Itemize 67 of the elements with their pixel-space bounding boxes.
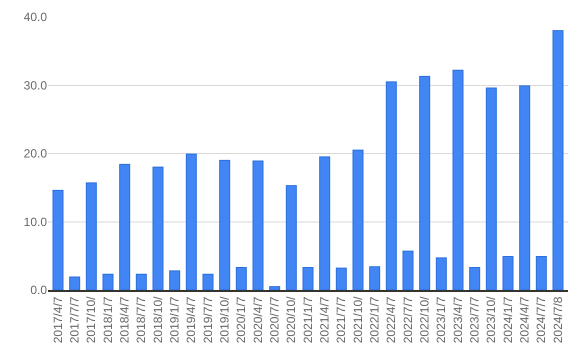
x-tick-label: 2024/1/7	[500, 296, 515, 344]
bar	[369, 266, 380, 290]
x-tick-label: 2022/7/7	[400, 296, 415, 344]
x-tick-label: 2018/7/7	[134, 296, 148, 344]
bar	[486, 87, 497, 290]
x-tick-label: 2021/10/	[350, 296, 365, 344]
x-tick-label: 2017/7/7	[68, 296, 82, 344]
bar	[469, 266, 480, 290]
y-tick-label: 20.0	[24, 146, 48, 161]
x-tick-label: 2023/7/7	[468, 296, 482, 344]
x-tick-label: 2022/1/7	[368, 296, 382, 344]
x-tick-label: 2021/7/7	[334, 296, 348, 344]
y-tick-label: 40.0	[24, 10, 48, 24]
y-tick-label: 30.0	[24, 78, 48, 92]
x-tick-label: 2020/1/7	[234, 296, 248, 344]
x-tick-label: 2019/4/7	[184, 296, 198, 344]
bar	[236, 266, 247, 290]
bar	[536, 256, 547, 290]
x-tick-label: 2020/7/7	[268, 296, 282, 344]
x-tick-label: 2021/4/7	[318, 296, 332, 344]
x-tick-label: 2020/10/	[284, 296, 298, 344]
x-tick-label: 2022/4/7	[384, 296, 398, 344]
bar	[169, 270, 180, 290]
x-tick-label: 2018/1/7	[100, 296, 115, 344]
bar	[202, 274, 214, 290]
x-tick-label: 2021/1/7	[300, 296, 315, 344]
x-tick-label: 2019/1/7	[168, 296, 182, 344]
bar	[152, 166, 164, 290]
bar	[452, 70, 464, 290]
bar	[119, 164, 130, 290]
bar	[436, 257, 447, 290]
y-tick-label: 0.0	[30, 283, 48, 298]
bar	[86, 182, 97, 290]
bar	[252, 160, 264, 290]
bar	[186, 154, 197, 290]
x-tick-label: 2023/10/	[484, 296, 498, 344]
bar	[386, 81, 397, 290]
bar	[136, 274, 147, 290]
y-tick-label: 10.0	[24, 214, 48, 229]
x-tick-label: 2023/1/7	[434, 296, 448, 344]
x-tick-label: 2017/10/	[84, 296, 98, 344]
x-tick-label: 2024/7/8	[550, 296, 565, 344]
bar	[419, 76, 430, 290]
x-tick-label: 2018/4/7	[118, 296, 132, 344]
x-tick-label: 2024/4/7	[518, 296, 532, 344]
x-tick-label: 2024/7/7	[534, 296, 548, 344]
bar	[352, 150, 364, 290]
bar	[552, 30, 564, 290]
bar	[69, 276, 80, 290]
bar	[219, 160, 230, 290]
x-tick-label: 2023/4/7	[450, 296, 465, 344]
x-tick-label: 2019/7/7	[200, 296, 215, 344]
bar	[269, 286, 280, 290]
bar	[519, 85, 530, 290]
bar	[302, 266, 314, 290]
bar	[286, 185, 297, 290]
x-tick-label: 2022/10/	[418, 296, 432, 344]
x-tick-label: 2017/4/7	[50, 296, 65, 344]
x-tick-label: 2020/4/7	[250, 296, 265, 344]
x-tick-label: 2018/10/	[150, 296, 165, 344]
bar	[102, 274, 114, 290]
bar	[319, 156, 330, 290]
bar	[502, 256, 514, 290]
bar	[52, 190, 64, 290]
bar	[336, 268, 347, 290]
x-tick-label: 2019/10/	[218, 296, 232, 344]
bar	[402, 250, 414, 290]
